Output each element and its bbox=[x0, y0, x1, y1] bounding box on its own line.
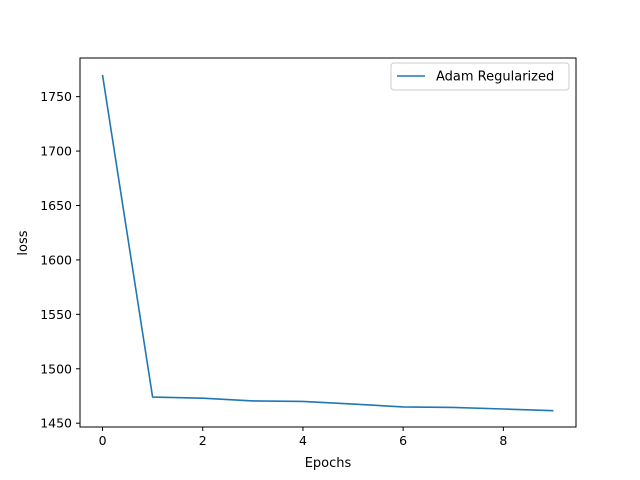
y-tick-label: 1650 bbox=[40, 198, 72, 213]
y-axis-ticks: 1450 1500 1550 1600 1650 1700 1750 bbox=[40, 89, 80, 431]
x-tick-label: 0 bbox=[99, 433, 107, 448]
x-tick-label: 6 bbox=[399, 433, 407, 448]
x-axis-label: Epochs bbox=[305, 456, 352, 471]
y-tick-label: 1600 bbox=[40, 252, 72, 267]
y-tick-label: 1450 bbox=[40, 416, 72, 431]
y-tick-label: 1550 bbox=[40, 307, 72, 322]
x-tick-label: 8 bbox=[499, 433, 507, 448]
legend: Adam Regularized bbox=[390, 62, 570, 91]
y-axis-label: loss bbox=[16, 230, 31, 255]
y-tick-label: 1500 bbox=[40, 361, 72, 376]
plot-area bbox=[79, 57, 577, 428]
x-tick-label: 2 bbox=[199, 433, 207, 448]
series-layer bbox=[101, 74, 554, 412]
x-tick-label: 4 bbox=[299, 433, 307, 448]
y-tick-label: 1700 bbox=[40, 144, 72, 159]
series-line bbox=[101, 74, 554, 412]
legend-box bbox=[390, 62, 570, 91]
legend-label: Adam Regularized bbox=[436, 70, 554, 85]
x-axis-ticks: 0 2 4 6 8 bbox=[99, 427, 507, 448]
y-tick-label: 1750 bbox=[40, 89, 72, 104]
